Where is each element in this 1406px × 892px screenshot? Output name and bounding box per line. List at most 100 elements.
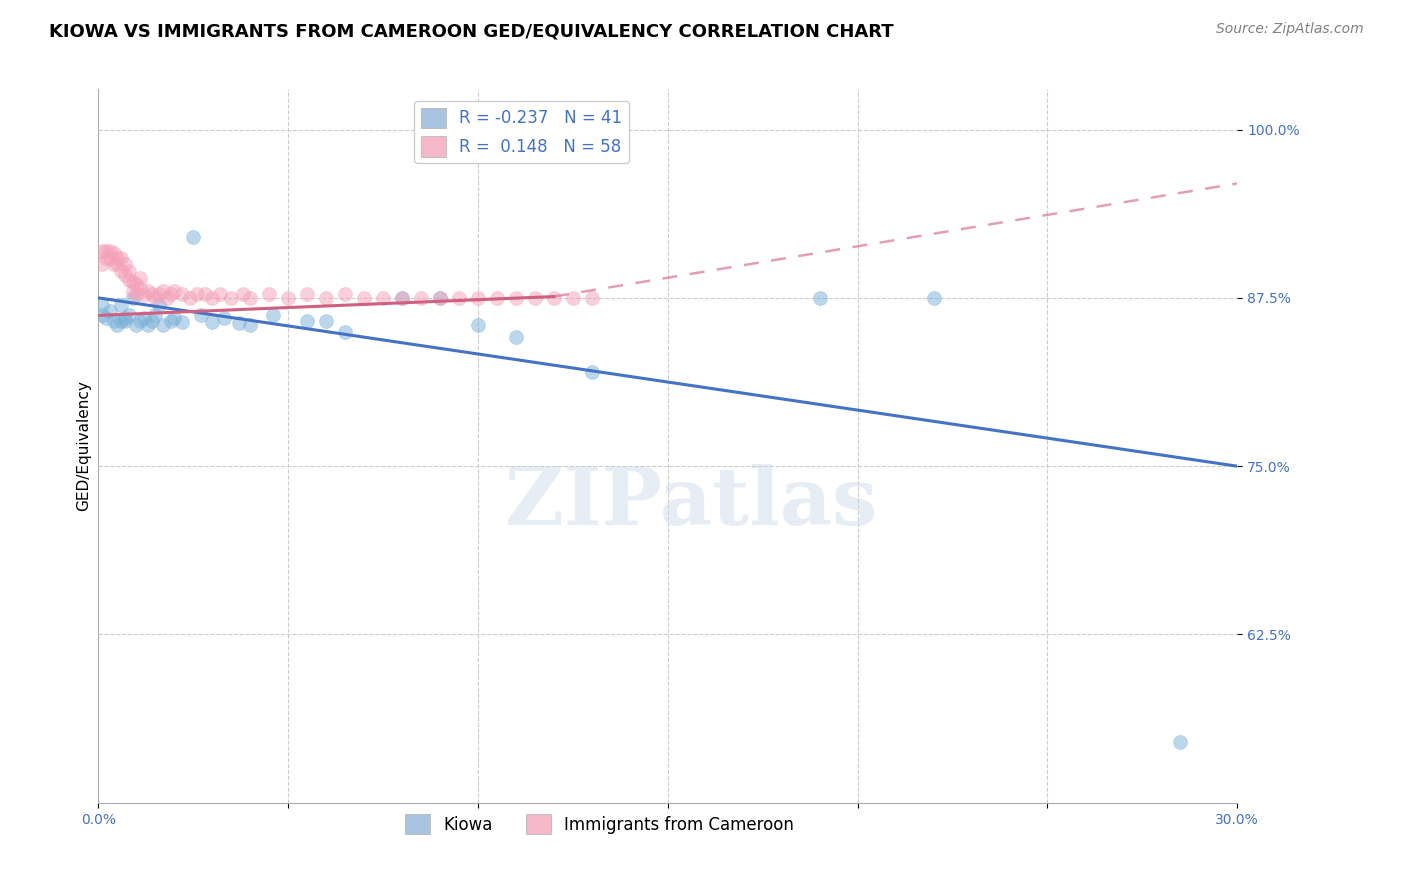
Point: [163, 284, 186, 298]
Point: [107, 318, 129, 332]
Point: [110, 264, 132, 278]
Point: [129, 314, 152, 328]
Point: [170, 315, 193, 329]
Point: [353, 291, 375, 305]
Point: [152, 284, 174, 298]
Point: [121, 284, 143, 298]
Point: [118, 264, 141, 278]
Point: [121, 291, 143, 305]
Point: [524, 291, 547, 305]
Point: [163, 311, 186, 326]
Point: [371, 291, 394, 305]
Point: [94, 251, 117, 265]
Point: [391, 291, 413, 305]
Point: [132, 311, 155, 326]
Point: [129, 281, 152, 295]
Point: [91, 309, 114, 323]
Point: [159, 314, 181, 328]
Point: [201, 315, 224, 329]
Point: [145, 309, 167, 323]
Text: Source: ZipAtlas.com: Source: ZipAtlas.com: [1216, 22, 1364, 37]
Point: [391, 291, 413, 305]
Point: [449, 291, 471, 305]
Point: [141, 286, 163, 301]
Point: [183, 230, 205, 244]
Point: [103, 246, 125, 260]
Legend: Kiowa, Immigrants from Cameroon: Kiowa, Immigrants from Cameroon: [398, 807, 801, 841]
Point: [335, 325, 357, 339]
Point: [297, 314, 319, 328]
Point: [129, 270, 152, 285]
Point: [148, 298, 170, 312]
Point: [505, 330, 527, 344]
Point: [103, 314, 125, 328]
Y-axis label: GED/Equivalency: GED/Equivalency: [76, 381, 91, 511]
Point: [114, 268, 136, 282]
Text: KIOWA VS IMMIGRANTS FROM CAMEROON GED/EQUIVALENCY CORRELATION CHART: KIOWA VS IMMIGRANTS FROM CAMEROON GED/EQ…: [49, 22, 894, 40]
Point: [505, 291, 527, 305]
Point: [98, 304, 121, 318]
Point: [335, 286, 357, 301]
Point: [114, 311, 136, 326]
Point: [91, 257, 114, 271]
Point: [125, 286, 148, 301]
Point: [467, 318, 489, 332]
Point: [107, 251, 129, 265]
Point: [94, 244, 117, 258]
Point: [297, 286, 319, 301]
Point: [543, 291, 565, 305]
Point: [136, 284, 159, 298]
Point: [121, 275, 143, 289]
Point: [132, 288, 155, 302]
Point: [98, 244, 121, 258]
Point: [125, 318, 148, 332]
Text: ZIPatlas: ZIPatlas: [505, 464, 877, 542]
Point: [277, 291, 299, 305]
Point: [232, 286, 254, 301]
Point: [221, 291, 243, 305]
Point: [114, 314, 136, 328]
Point: [190, 309, 212, 323]
Point: [107, 257, 129, 271]
Point: [110, 298, 132, 312]
Point: [208, 286, 231, 301]
Point: [467, 291, 489, 305]
Point: [486, 291, 509, 305]
Point: [239, 291, 262, 305]
Point: [212, 311, 235, 326]
Point: [98, 251, 121, 265]
Point: [1170, 735, 1192, 749]
Point: [156, 291, 179, 305]
Point: [110, 251, 132, 265]
Point: [170, 286, 193, 301]
Point: [429, 291, 451, 305]
Point: [259, 286, 281, 301]
Point: [411, 291, 433, 305]
Point: [922, 291, 945, 305]
Point: [159, 286, 181, 301]
Point: [94, 311, 117, 326]
Point: [145, 291, 167, 305]
Point: [114, 257, 136, 271]
Point: [152, 318, 174, 332]
Point: [562, 291, 585, 305]
Point: [91, 244, 114, 258]
Point: [315, 314, 337, 328]
Point: [118, 273, 141, 287]
Point: [148, 286, 170, 301]
Point: [103, 257, 125, 271]
Point: [110, 314, 132, 328]
Point: [136, 318, 159, 332]
Point: [186, 286, 208, 301]
Point: [581, 365, 603, 379]
Point: [125, 277, 148, 292]
Point: [239, 318, 262, 332]
Point: [315, 291, 337, 305]
Point: [179, 291, 201, 305]
Point: [262, 309, 284, 323]
Point: [141, 314, 163, 328]
Point: [808, 291, 831, 305]
Point: [201, 291, 224, 305]
Point: [228, 317, 250, 331]
Point: [581, 291, 603, 305]
